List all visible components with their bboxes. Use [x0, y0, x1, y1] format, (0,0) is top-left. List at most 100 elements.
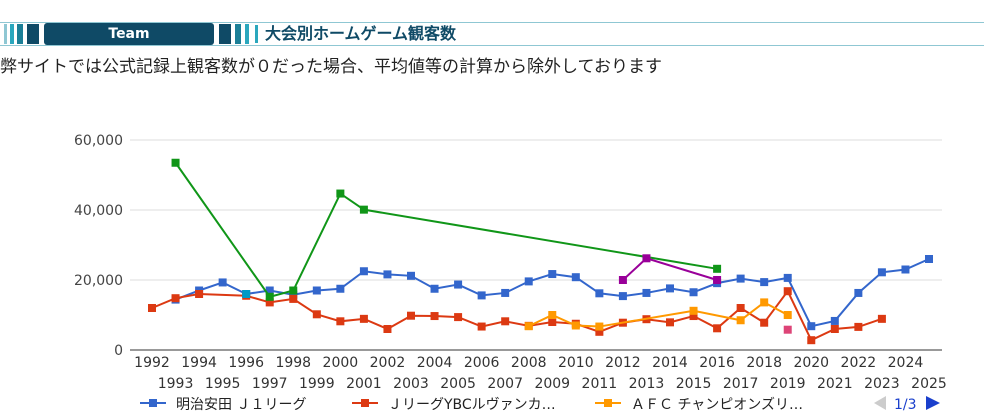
x-tick-label: 2024 — [888, 355, 924, 371]
data-point[interactable] — [430, 284, 439, 293]
data-point[interactable] — [736, 304, 745, 312]
data-point[interactable] — [548, 311, 557, 319]
data-point[interactable] — [783, 311, 792, 319]
x-tick-label: 2012 — [605, 355, 641, 371]
data-point[interactable] — [383, 325, 392, 333]
data-point[interactable] — [807, 322, 816, 331]
data-point[interactable] — [807, 336, 816, 345]
x-tick-label: 1992 — [134, 355, 170, 371]
data-point[interactable] — [571, 273, 580, 282]
data-point[interactable] — [642, 288, 651, 297]
data-point[interactable] — [713, 264, 722, 273]
data-point[interactable] — [359, 314, 368, 323]
data-point[interactable] — [830, 325, 839, 333]
data-point[interactable] — [595, 322, 604, 331]
data-point[interactable] — [407, 271, 415, 280]
data-point[interactable] — [336, 284, 345, 293]
data-point[interactable] — [359, 267, 368, 276]
data-point[interactable] — [642, 254, 651, 263]
data-point[interactable] — [548, 270, 557, 279]
prev-page-icon[interactable] — [874, 396, 886, 410]
data-point[interactable] — [877, 314, 886, 323]
data-point[interactable] — [783, 325, 792, 334]
x-tick-label: 2025 — [911, 376, 947, 392]
data-point[interactable] — [195, 290, 204, 298]
data-point[interactable] — [548, 318, 557, 326]
data-point[interactable] — [430, 312, 439, 321]
data-point[interactable] — [265, 286, 274, 295]
data-point[interactable] — [595, 327, 604, 336]
data-point[interactable] — [171, 158, 180, 167]
data-point[interactable] — [501, 288, 510, 297]
data-point[interactable] — [666, 284, 674, 293]
data-point[interactable] — [618, 292, 627, 301]
data-point[interactable] — [336, 189, 345, 198]
data-point[interactable] — [760, 318, 769, 327]
data-point[interactable] — [148, 304, 156, 312]
data-point[interactable] — [618, 276, 627, 284]
data-point[interactable] — [312, 286, 321, 295]
data-point[interactable] — [854, 288, 863, 297]
data-point[interactable] — [713, 324, 722, 333]
x-tick-label: 1999 — [299, 376, 335, 392]
legend-swatch-marker — [604, 399, 612, 407]
legend-swatch-marker — [149, 399, 157, 407]
header-top-rule — [0, 22, 984, 23]
y-tick-label: 20,000 — [74, 273, 123, 289]
chart-gridlines — [130, 139, 942, 351]
legend-swatch-marker — [361, 399, 369, 407]
data-point[interactable] — [524, 322, 533, 331]
data-point[interactable] — [336, 317, 345, 326]
data-point[interactable] — [925, 255, 933, 263]
next-page-icon[interactable] — [926, 396, 940, 410]
data-point[interactable] — [289, 290, 298, 299]
data-point[interactable] — [854, 322, 863, 331]
data-point[interactable] — [830, 316, 839, 325]
legend-page-indicator: 1/3 — [894, 397, 917, 413]
data-point[interactable] — [289, 286, 298, 295]
series-line — [174, 162, 718, 298]
data-point[interactable] — [877, 268, 886, 277]
data-point[interactable] — [595, 289, 604, 298]
data-point[interactable] — [783, 273, 792, 282]
data-point[interactable] — [407, 311, 415, 320]
legend-item[interactable]: ＡＦＣ チャンピオンズリ… — [595, 397, 803, 413]
data-point[interactable] — [783, 287, 792, 296]
data-point[interactable] — [454, 280, 463, 289]
data-point[interactable] — [383, 270, 392, 279]
x-tick-label: 2010 — [558, 355, 594, 371]
data-point[interactable] — [736, 274, 745, 283]
data-point[interactable] — [501, 317, 510, 326]
data-point[interactable] — [689, 312, 698, 321]
data-point[interactable] — [760, 278, 769, 287]
data-point[interactable] — [265, 292, 274, 301]
data-point[interactable] — [666, 318, 674, 327]
data-point[interactable] — [713, 276, 722, 284]
tab-team[interactable]: Team — [44, 23, 214, 45]
data-point[interactable] — [265, 298, 274, 307]
data-point[interactable] — [171, 294, 180, 303]
data-point[interactable] — [689, 288, 698, 297]
data-point[interactable] — [477, 291, 486, 300]
data-point[interactable] — [218, 278, 227, 287]
data-point[interactable] — [289, 294, 298, 303]
data-point[interactable] — [736, 316, 745, 325]
x-tick-label: 2014 — [652, 355, 688, 371]
data-point[interactable] — [359, 205, 368, 214]
legend-item[interactable]: 明治安田 Ｊ１リーグ — [140, 397, 306, 413]
data-point[interactable] — [524, 277, 533, 286]
data-point[interactable] — [312, 310, 321, 319]
data-point[interactable] — [477, 322, 486, 331]
x-tick-label: 2016 — [699, 355, 735, 371]
x-tick-label: 1996 — [228, 355, 264, 371]
header-bottom-rule — [0, 45, 984, 46]
data-point[interactable] — [760, 298, 769, 307]
data-point[interactable] — [571, 321, 580, 330]
data-point[interactable] — [242, 290, 251, 298]
data-point[interactable] — [901, 265, 910, 274]
legend-item[interactable]: ＪリーグYBCルヴァンカ… — [352, 396, 556, 413]
data-point[interactable] — [454, 313, 463, 322]
header-stripe — [235, 24, 241, 44]
x-tick-label: 2017 — [723, 376, 759, 392]
data-point[interactable] — [689, 306, 698, 315]
